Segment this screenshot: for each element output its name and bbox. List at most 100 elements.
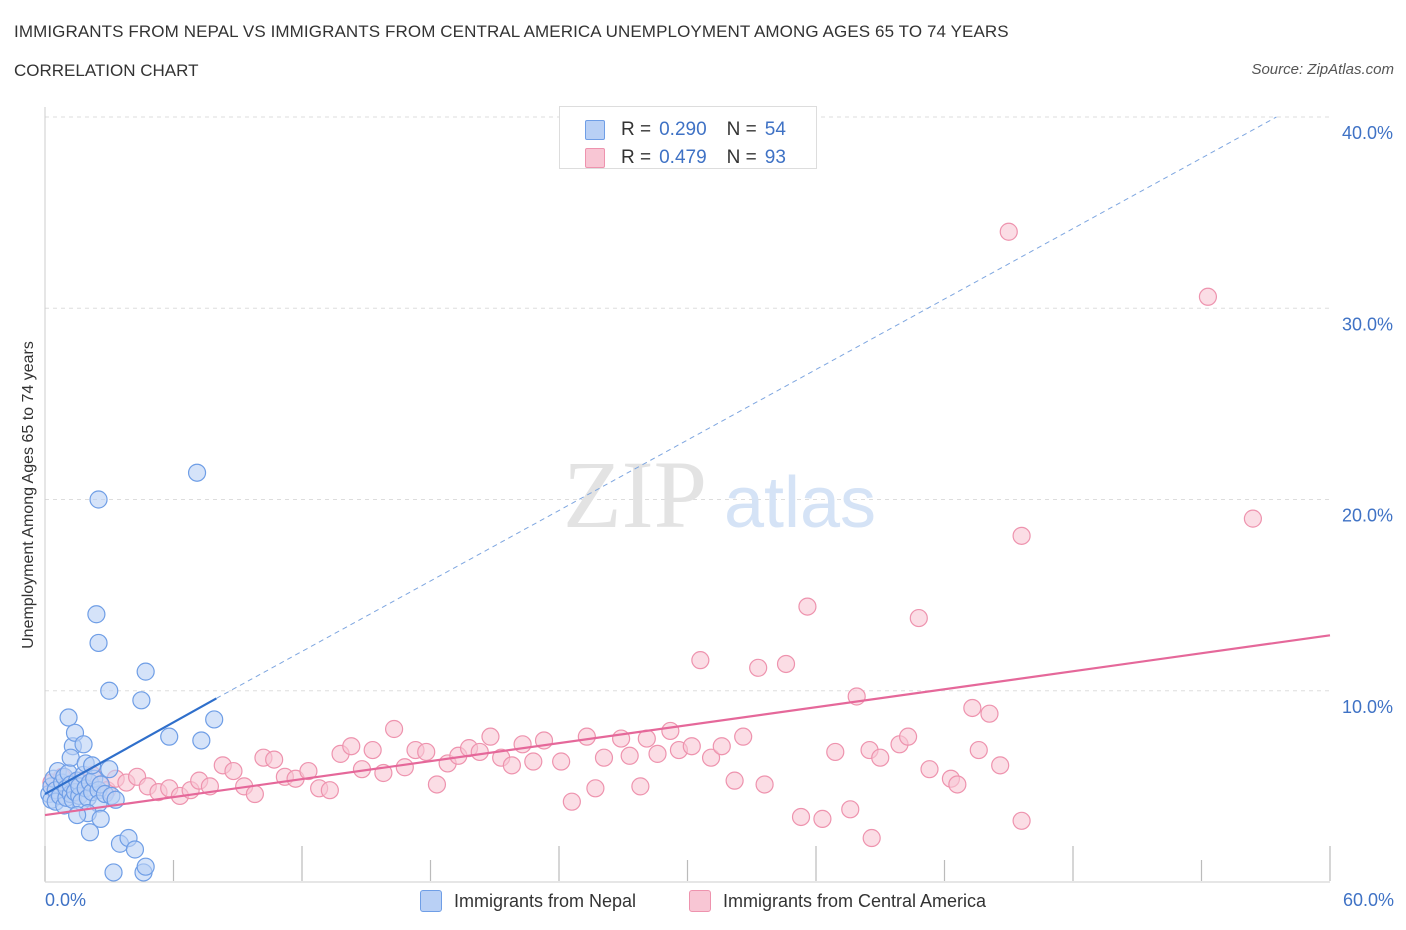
central-america-point — [481, 727, 500, 746]
y-axis-label-container: Unemployment Among Ages 65 to 74 years — [14, 120, 44, 870]
central-america-point — [826, 742, 845, 762]
central-america-point — [586, 779, 605, 798]
central-america-point — [320, 781, 339, 800]
nepal-point — [89, 490, 108, 509]
central-america-point — [502, 756, 521, 775]
nepal-point — [91, 809, 110, 828]
y-tick-label: 40.0% — [1342, 123, 1393, 143]
central-america-point — [631, 777, 650, 796]
central-america-point — [701, 748, 721, 767]
central-america-legend-swatch — [689, 890, 711, 912]
nepal-point — [74, 735, 93, 754]
central-america-point — [562, 792, 581, 811]
x-tick-label-min: 0.0% — [45, 890, 87, 910]
central-america-point — [417, 742, 436, 762]
central-america-point — [920, 760, 939, 779]
nepal-trend-extension — [216, 116, 1277, 699]
r-key: R = — [621, 147, 652, 168]
central-america-point — [1012, 811, 1031, 830]
central-america-point — [524, 752, 543, 771]
legend-item-central-america[interactable]: Immigrants from Central America — [689, 890, 986, 912]
central-america-point — [552, 752, 571, 771]
central-america-point — [969, 740, 988, 760]
nepal-point — [136, 662, 155, 681]
central-america-point — [798, 597, 817, 616]
central-america-point — [577, 727, 596, 746]
nepal-point — [125, 840, 145, 859]
central-america-point — [648, 744, 667, 763]
axes — [44, 107, 1331, 883]
central-america-point — [299, 761, 318, 781]
legend-row-nepal: R = 0.290 N = 54 — [585, 117, 786, 143]
central-america-point — [841, 800, 860, 819]
nepal-point — [192, 731, 211, 750]
central-america-point — [776, 654, 796, 674]
central-america-points — [42, 222, 1263, 848]
central-america-point — [999, 222, 1018, 241]
nepal-point — [59, 708, 78, 727]
central-america-point — [991, 756, 1010, 775]
central-america-point — [749, 658, 768, 677]
central-america-point — [755, 775, 774, 794]
nepal-point — [160, 727, 179, 746]
central-america-point — [245, 784, 264, 804]
n-key: N = — [726, 119, 757, 140]
nepal-point — [100, 681, 119, 700]
legend-item-nepal[interactable]: Immigrants from Nepal — [420, 890, 636, 912]
nepal-point — [87, 605, 106, 624]
nepal-point — [187, 463, 207, 482]
r-key: R = — [621, 119, 652, 140]
central-america-point — [1198, 287, 1218, 306]
y-tick-label: 30.0% — [1342, 314, 1393, 334]
n-key: N = — [726, 147, 757, 168]
watermark-atlas: atlas — [724, 463, 876, 543]
nepal-n-value: 54 — [764, 119, 786, 140]
source-label: Source: ZipAtlas.com — [1251, 61, 1394, 78]
nepal-point — [104, 863, 123, 882]
central-america-point — [1243, 509, 1263, 528]
central-america-point — [594, 748, 614, 767]
central-america-point — [661, 721, 680, 741]
chart-title: IMMIGRANTS FROM NEPAL VS IMMIGRANTS FROM… — [14, 22, 1009, 41]
central-america-point — [265, 750, 284, 769]
central-america-point — [342, 737, 361, 756]
central-america-point — [980, 704, 999, 723]
nepal-legend-swatch — [420, 890, 442, 912]
y-axis-label: Unemployment Among Ages 65 to 74 years — [20, 341, 37, 649]
nepal-points — [40, 463, 224, 882]
central-america-point — [909, 608, 928, 628]
central-america-point — [734, 727, 753, 746]
series-legend: Immigrants from Nepal Immigrants from Ce… — [0, 888, 1406, 916]
central-america-point — [1012, 526, 1031, 545]
central-america-point — [384, 719, 404, 739]
watermark: ZIP atlas — [563, 441, 876, 548]
central-america-point — [427, 775, 447, 794]
central-america-point — [363, 740, 382, 760]
y-tick-labels: 10.0% 20.0% 30.0% 40.0% — [1342, 123, 1393, 717]
central-america-r-value: 0.479 — [659, 147, 707, 168]
central-america-point — [470, 742, 489, 762]
watermark-zip: ZIP — [563, 441, 707, 548]
central-america-trend-line — [44, 634, 1331, 817]
nepal-point — [100, 760, 119, 779]
y-tick-label: 10.0% — [1342, 697, 1393, 717]
central-america-point — [871, 748, 890, 767]
correlation-legend: R = 0.290 N = 54 R = 0.479 N = 93 — [559, 106, 817, 169]
central-america-swatch — [585, 148, 605, 168]
central-america-point — [963, 698, 982, 718]
nepal-point — [136, 857, 155, 876]
central-america-point — [791, 807, 811, 827]
nepal-point — [80, 823, 100, 842]
nepal-swatch — [585, 120, 605, 140]
chart-subtitle: CORRELATION CHART — [14, 61, 199, 80]
legend-label-nepal: Immigrants from Nepal — [454, 890, 637, 911]
central-america-point — [862, 828, 881, 848]
central-america-point — [712, 737, 731, 756]
central-america-point — [813, 809, 832, 828]
central-america-n-value: 93 — [764, 147, 786, 168]
central-america-point — [395, 758, 414, 777]
central-america-point — [948, 775, 967, 794]
nepal-point — [89, 633, 108, 653]
nepal-trend-line — [44, 697, 217, 795]
